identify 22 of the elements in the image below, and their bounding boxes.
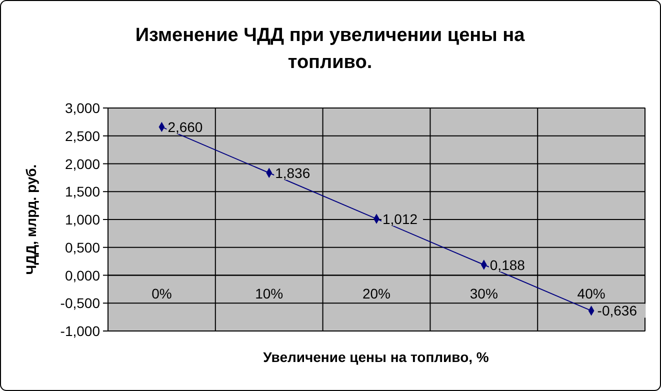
x-tick-label: 40% (577, 285, 606, 302)
y-tick-label: 0,000 (64, 267, 100, 284)
data-label: 0,188 (490, 256, 526, 273)
y-tick-label: -1,000 (60, 323, 100, 339)
data-label: -0,636 (597, 302, 638, 319)
x-tick-label: 10% (255, 285, 284, 302)
y-tick-label: 1,500 (64, 184, 100, 200)
y-tick-label: -0,500 (60, 295, 100, 312)
data-label: 2,660 (168, 118, 203, 135)
data-label: 1,836 (275, 164, 310, 181)
x-tick-label: 0% (152, 285, 172, 302)
data-label: 1,012 (382, 210, 418, 227)
x-axis-title: Увеличение цены на топливо, % (263, 349, 490, 365)
x-tick-label: 20% (362, 285, 391, 302)
y-tick-label: 1,000 (64, 212, 100, 228)
y-tick-label: 2,500 (64, 128, 100, 144)
y-axis-title: ЧДД, млрд. руб. (23, 164, 39, 275)
y-tick-label: 2,000 (64, 156, 100, 172)
x-tick-label: 30% (470, 285, 498, 302)
y-tick-label: 3,000 (64, 100, 100, 116)
chart-title: Изменение ЧДД при увеличении цены на топливо. (135, 25, 526, 73)
y-tick-label: 0,500 (64, 239, 100, 256)
